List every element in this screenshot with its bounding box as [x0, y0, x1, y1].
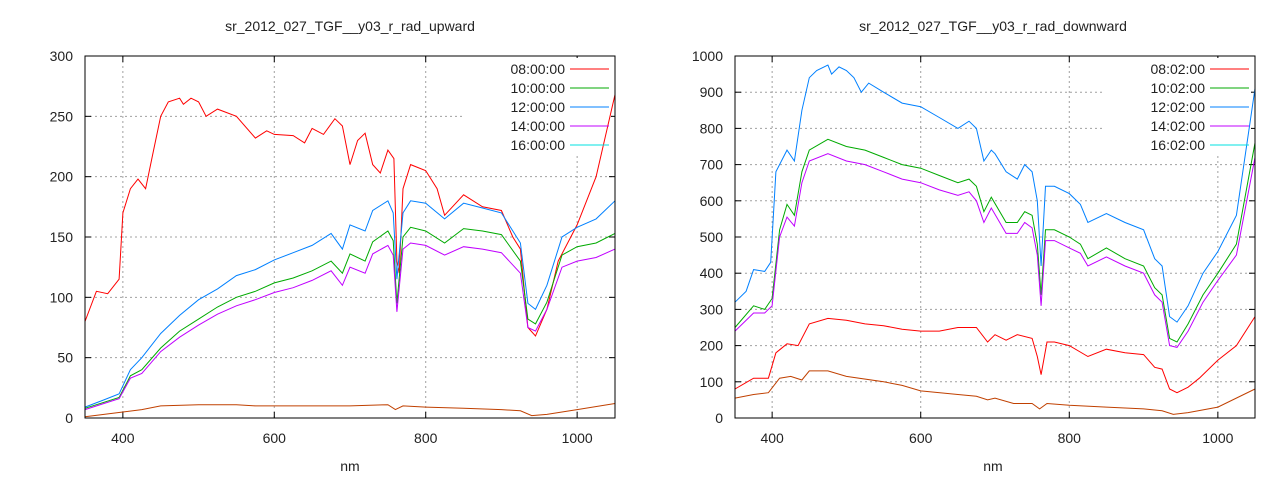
y-tick-label: 0 — [65, 410, 73, 426]
series-line-080200 — [734, 316, 1256, 394]
series-line-160200 — [734, 370, 1256, 415]
x-axis-label: nm — [983, 458, 1002, 474]
legend-label: 08:00:00 — [511, 61, 566, 77]
x-tick-label: 600 — [909, 430, 933, 446]
x-tick-label: 600 — [263, 430, 287, 446]
series-line-160000 — [84, 403, 616, 418]
y-tick-label: 300 — [50, 48, 74, 64]
x-tick-label: 400 — [111, 430, 135, 446]
y-tick-label: 500 — [700, 229, 724, 245]
x-tick-label: 400 — [760, 430, 784, 446]
y-tick-label: 200 — [700, 338, 724, 354]
x-tick-label: 800 — [1058, 430, 1082, 446]
y-tick-label: 700 — [700, 157, 724, 173]
y-tick-label: 100 — [50, 289, 74, 305]
legend-label: 16:00:00 — [511, 137, 566, 153]
chart-title: sr_2012_027_TGF__y03_r_rad_downward — [859, 18, 1127, 34]
legend-label: 14:00:00 — [511, 118, 566, 134]
x-tick-label: 1000 — [562, 430, 593, 446]
legend-label: 12:02:00 — [1151, 99, 1206, 115]
series-line-140200 — [734, 153, 1256, 348]
y-tick-label: 150 — [50, 229, 74, 245]
y-tick-label: 900 — [700, 84, 724, 100]
legend-label: 12:00:00 — [511, 99, 566, 115]
legend-label: 08:02:00 — [1151, 61, 1206, 77]
y-tick-label: 300 — [700, 301, 724, 317]
legend-label: 14:02:00 — [1151, 118, 1206, 134]
y-tick-label: 250 — [50, 108, 74, 124]
y-tick-label: 50 — [57, 350, 73, 366]
x-tick-label: 1000 — [1202, 430, 1233, 446]
legend-label: 10:02:00 — [1151, 80, 1206, 96]
y-tick-label: 200 — [50, 169, 74, 185]
upward-chart: sr_2012_027_TGF__y03_r_rad_upward nm 400… — [50, 18, 616, 474]
series-line-100000 — [84, 226, 616, 409]
legend-label: 10:00:00 — [511, 80, 566, 96]
plot-frame — [734, 55, 1256, 419]
y-tick-label: 1000 — [692, 48, 723, 64]
downward-chart: sr_2012_027_TGF__y03_r_rad_downward nm 4… — [692, 18, 1256, 474]
series-line-120200 — [734, 64, 1256, 323]
legend-label: 16:02:00 — [1151, 137, 1206, 153]
series-line-120000 — [84, 200, 616, 408]
y-tick-label: 800 — [700, 120, 724, 136]
series-line-140000 — [84, 242, 616, 411]
chart-title: sr_2012_027_TGF__y03_r_rad_upward — [225, 18, 475, 34]
y-tick-label: 400 — [700, 265, 724, 281]
series-line-100200 — [734, 138, 1256, 343]
y-tick-label: 0 — [715, 410, 723, 426]
y-tick-label: 600 — [700, 193, 724, 209]
x-axis-label: nm — [340, 458, 359, 474]
plot-frame — [84, 55, 616, 419]
x-tick-label: 800 — [414, 430, 438, 446]
y-tick-label: 100 — [700, 374, 724, 390]
